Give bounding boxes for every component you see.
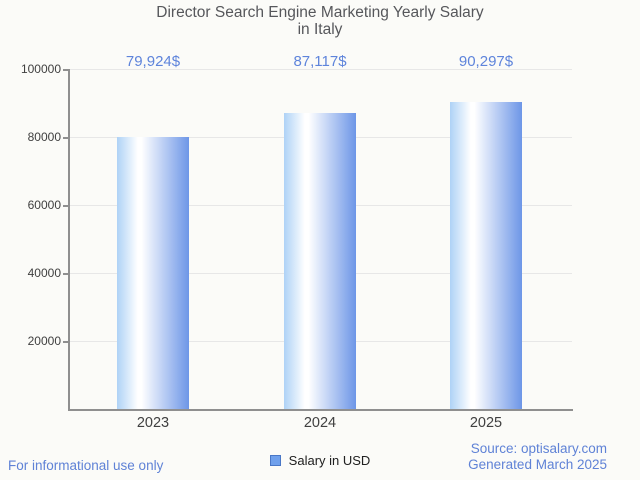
- legend-marker-icon: [269, 455, 281, 466]
- y-axis-tick: [63, 69, 68, 71]
- y-axis-label: 100000: [20, 62, 61, 76]
- bar-value-label: 87,117$: [293, 53, 347, 70]
- chart-legend: Salary in USD: [0, 453, 640, 468]
- bar-2024: [284, 112, 356, 409]
- x-axis-label: 2025: [469, 415, 503, 431]
- y-axis-line: [68, 69, 70, 409]
- source-text: Source: optisalary.com: [470, 441, 607, 456]
- y-axis-tick: [63, 273, 68, 275]
- y-axis-label: 80000: [27, 130, 61, 144]
- bar-2023: [117, 137, 189, 409]
- chart-title-line2: in Italy: [297, 20, 343, 38]
- x-axis-label: 2024: [303, 415, 337, 431]
- generated-text: Generated March 2025: [468, 457, 607, 472]
- x-axis-label: 2023: [136, 415, 170, 431]
- y-axis-tick: [63, 137, 68, 139]
- y-axis-label: 40000: [27, 266, 61, 280]
- legend-label: Salary in USD: [288, 453, 371, 468]
- y-axis-label: 60000: [27, 198, 61, 212]
- disclaimer-text: For informational use only: [8, 458, 164, 473]
- y-axis-tick: [63, 341, 68, 343]
- x-axis-line: [68, 409, 573, 411]
- bar-value-label: 90,297$: [458, 53, 514, 70]
- bar-value-label: 79,924$: [125, 53, 181, 70]
- gridline: [68, 69, 572, 70]
- y-axis-label: 20000: [27, 334, 61, 348]
- y-axis-tick: [63, 205, 68, 207]
- chart-title-line1: Director Search Engine Marketing Yearly …: [156, 4, 484, 21]
- source-attribution: Source: optisalary.com Generated March 2…: [468, 441, 607, 473]
- chart-title: Director Search Engine Marketing Yearly …: [0, 4, 640, 38]
- bar-2025: [450, 101, 522, 409]
